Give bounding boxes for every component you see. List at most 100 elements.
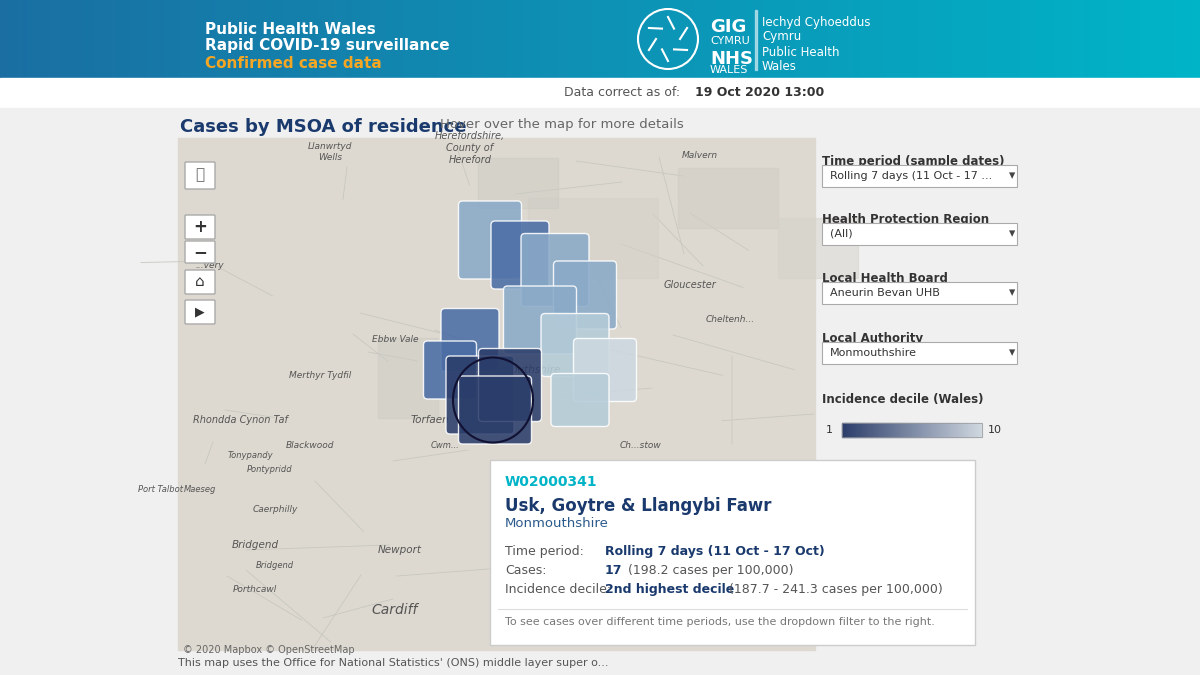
Text: Ebbw Vale: Ebbw Vale <box>372 335 419 344</box>
Bar <box>755 10 756 70</box>
Text: Local Health Board: Local Health Board <box>822 272 948 285</box>
FancyBboxPatch shape <box>185 270 215 294</box>
Text: Iechyd Cyhoeddus: Iechyd Cyhoeddus <box>762 16 870 29</box>
Text: Herefordshire,
County of
Hereford: Herefordshire, County of Hereford <box>434 132 505 165</box>
Text: W02000341: W02000341 <box>505 475 598 489</box>
FancyBboxPatch shape <box>185 162 215 189</box>
FancyBboxPatch shape <box>504 286 576 354</box>
Text: This map uses the Office for National Statistics' (ONS) middle layer super o...: This map uses the Office for National St… <box>178 658 608 668</box>
Text: Rolling 7 days (11 Oct - 17 ...: Rolling 7 days (11 Oct - 17 ... <box>830 171 992 181</box>
Bar <box>490 460 974 645</box>
FancyBboxPatch shape <box>424 341 476 399</box>
Bar <box>0 108 1200 660</box>
Text: 10: 10 <box>988 425 1002 435</box>
Text: Llanwrtyd
Wells: Llanwrtyd Wells <box>307 142 353 162</box>
FancyBboxPatch shape <box>521 234 589 306</box>
Bar <box>822 165 1018 187</box>
Text: Newport: Newport <box>378 545 422 555</box>
FancyBboxPatch shape <box>458 376 532 444</box>
FancyBboxPatch shape <box>185 300 215 324</box>
Text: Bridgend: Bridgend <box>232 540 278 550</box>
Text: Cwm...: Cwm... <box>431 441 460 450</box>
FancyBboxPatch shape <box>446 356 514 434</box>
Bar <box>678 168 778 228</box>
Text: Local Authority: Local Authority <box>822 332 923 345</box>
Text: Merthyr Tydfil: Merthyr Tydfil <box>289 371 352 379</box>
FancyBboxPatch shape <box>491 221 550 289</box>
Text: Cases:: Cases: <box>505 564 546 577</box>
Text: Rolling 7 days (11 Oct - 17 Oct): Rolling 7 days (11 Oct - 17 Oct) <box>605 545 824 558</box>
Text: Confirmed case data: Confirmed case data <box>205 56 382 71</box>
Bar <box>822 282 1018 304</box>
Text: Gloucester: Gloucester <box>664 280 716 290</box>
Text: Incidence decile:: Incidence decile: <box>505 583 611 596</box>
Bar <box>822 223 1018 245</box>
Text: Public Health Wales: Public Health Wales <box>205 22 376 37</box>
Text: Port Talbot: Port Talbot <box>138 485 182 495</box>
Text: Bridgend: Bridgend <box>256 560 294 570</box>
Bar <box>528 198 658 278</box>
Text: Public Health: Public Health <box>762 46 840 59</box>
Text: Monmouthshire: Monmouthshire <box>505 517 608 530</box>
Text: Pontypridd: Pontypridd <box>247 466 293 475</box>
Text: ⌂: ⌂ <box>196 275 205 290</box>
Text: ▾: ▾ <box>1009 227 1015 240</box>
Text: Incidence decile (Wales): Incidence decile (Wales) <box>822 393 984 406</box>
FancyBboxPatch shape <box>541 313 610 377</box>
Bar <box>842 423 982 437</box>
Text: Time period (sample dates): Time period (sample dates) <box>822 155 1004 168</box>
Text: Health Protection Region: Health Protection Region <box>822 213 989 226</box>
Text: NHS: NHS <box>710 50 754 68</box>
FancyBboxPatch shape <box>185 215 215 239</box>
Text: GIG: GIG <box>710 18 746 36</box>
Text: Aneurin Bevan UHB: Aneurin Bevan UHB <box>830 288 940 298</box>
Text: Time period:: Time period: <box>505 545 584 558</box>
Bar <box>478 158 558 208</box>
Text: Data correct as of:: Data correct as of: <box>564 86 680 99</box>
Text: ▾: ▾ <box>1009 346 1015 360</box>
Text: Ch...stow: Ch...stow <box>619 441 661 450</box>
Bar <box>0 78 1200 108</box>
Text: 1: 1 <box>826 425 833 435</box>
Text: Torfaen: Torfaen <box>410 415 449 425</box>
Text: (198.2 cases per 100,000): (198.2 cases per 100,000) <box>620 564 793 577</box>
Text: −: − <box>193 243 206 261</box>
FancyBboxPatch shape <box>553 261 617 329</box>
Bar <box>378 338 438 418</box>
Text: ▾: ▾ <box>1009 286 1015 300</box>
FancyBboxPatch shape <box>551 373 610 427</box>
Text: Monmouthshire: Monmouthshire <box>479 365 560 375</box>
Text: (All): (All) <box>830 229 853 239</box>
Text: Rapid COVID-19 surveillance: Rapid COVID-19 surveillance <box>205 38 450 53</box>
Text: Hover over the map for more details: Hover over the map for more details <box>440 118 684 131</box>
FancyBboxPatch shape <box>458 201 522 279</box>
Text: Cases by MSOA of residence: Cases by MSOA of residence <box>180 118 467 136</box>
Text: 2nd highest decile: 2nd highest decile <box>605 583 734 596</box>
Text: Maeseg: Maeseg <box>184 485 216 495</box>
FancyBboxPatch shape <box>185 241 215 263</box>
Text: Porthcawl: Porthcawl <box>233 585 277 595</box>
Text: Malvern: Malvern <box>682 151 718 159</box>
Text: Caerphilly: Caerphilly <box>252 506 298 514</box>
Text: Cardiff: Cardiff <box>372 603 418 617</box>
Text: Cheltenh...: Cheltenh... <box>706 315 755 325</box>
Text: 17: 17 <box>605 564 623 577</box>
Text: CYMRU: CYMRU <box>710 36 750 46</box>
Text: ▶: ▶ <box>196 306 205 319</box>
FancyBboxPatch shape <box>574 338 636 402</box>
FancyBboxPatch shape <box>479 348 541 421</box>
Text: ⌕: ⌕ <box>196 167 204 182</box>
Text: WALES: WALES <box>710 65 749 75</box>
Text: Blackwood: Blackwood <box>286 441 335 450</box>
Text: Monmouthshire: Monmouthshire <box>830 348 917 358</box>
Text: To see cases over different time periods, use the dropdown filter to the right.: To see cases over different time periods… <box>505 617 935 627</box>
Bar <box>822 342 1018 364</box>
Text: (187.7 - 241.3 cases per 100,000): (187.7 - 241.3 cases per 100,000) <box>725 583 943 596</box>
Bar <box>178 138 815 650</box>
Text: Tonypandy: Tonypandy <box>227 450 272 460</box>
Text: © 2020 Mapbox © OpenStreetMap: © 2020 Mapbox © OpenStreetMap <box>182 645 355 655</box>
Text: Wales: Wales <box>762 60 797 73</box>
FancyBboxPatch shape <box>442 308 499 371</box>
Text: Usk, Goytre & Llangybi Fawr: Usk, Goytre & Llangybi Fawr <box>505 497 772 515</box>
Text: 19 Oct 2020 13:00: 19 Oct 2020 13:00 <box>695 86 824 99</box>
